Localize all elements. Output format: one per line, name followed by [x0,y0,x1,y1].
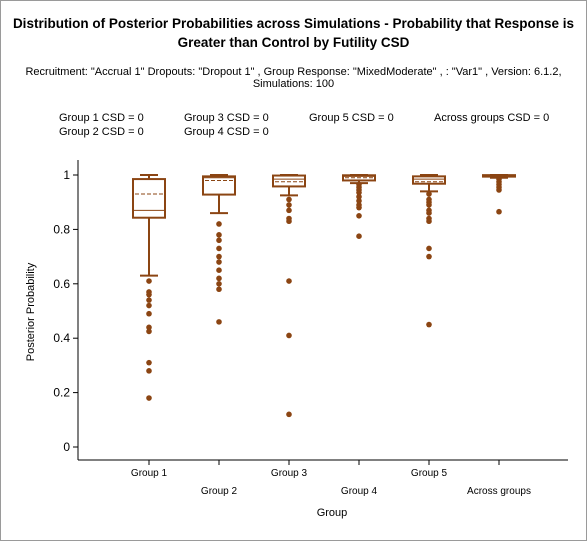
outlier-point [146,368,152,374]
outlier-point [286,278,292,284]
csd-label-group-1: Group 1 CSD = 0 [59,112,144,124]
outlier-point [286,202,292,208]
outlier-point [146,395,152,401]
outlier-point [216,253,222,260]
x-tick-label: Group 5 [411,468,448,479]
outlier-point [216,319,222,325]
outlier-point [426,245,432,252]
outlier-point [426,218,432,225]
chart-title: Distribution of Posterior Probabilities … [12,16,575,50]
box [272,174,306,188]
boxplot-3 [272,174,306,418]
csd-label-across-groups: Across groups CSD = 0 [434,112,550,124]
outlier-point [216,275,222,282]
outlier-point [146,310,152,317]
y-tick-label: 0.8 [53,222,70,236]
outlier-point [356,198,362,204]
outlier-point [426,202,432,208]
outlier-point [146,359,152,366]
outlier-point [146,278,152,284]
x-tick-label: Group 2 [201,486,238,497]
boxplot-1 [132,174,166,401]
outlier-point [216,245,222,252]
x-tick-label: Group 4 [341,486,378,497]
boxplot-4 [342,174,376,239]
x-tick-label: Across groups [467,486,531,497]
outlier-point [286,332,292,339]
outlier-point [146,291,152,298]
outlier-point [286,207,292,214]
outlier-point [496,208,502,215]
y-tick-label: 1 [63,168,70,182]
y-tick-label: 0.2 [53,386,70,400]
outlier-point [286,196,292,203]
boxplot-5 [412,174,446,328]
outlier-point [356,189,362,196]
box [132,178,166,219]
outlier-point [426,253,432,260]
csd-label-group-3: Group 3 CSD = 0 [184,112,269,124]
y-tick-label: 0.4 [53,331,70,345]
outlier-point [286,218,292,225]
outlier-point [216,259,222,265]
csd-label-group-4: Group 4 CSD = 0 [184,126,269,138]
boxplot-6 [482,174,516,215]
csd-label-group-5: Group 5 CSD = 0 [309,112,394,124]
outlier-point [146,328,152,335]
axes: 0 0.2 0.4 0.6 0.8 1 Group 1 Group 2 Group 3 Group… [25,160,568,519]
outlier-point [426,321,432,328]
box [202,175,236,196]
outlier-point [426,191,432,197]
outlier-point [286,411,292,418]
outlier-point [496,187,502,193]
y-tick-label: 0.6 [53,277,70,291]
x-axis-title: Group [317,507,348,519]
outlier-point [216,267,222,274]
outlier-point [146,302,152,309]
outlier-point [356,204,362,211]
outlier-point [146,297,152,303]
outlier-point [356,233,362,239]
outlier-point [426,210,432,216]
box [412,175,446,185]
boxplot-2 [202,174,236,325]
outlier-point [146,324,152,331]
csd-label-group-2: Group 2 CSD = 0 [59,126,144,138]
outlier-point [356,213,362,219]
y-axis-title: Posterior Probability [25,262,37,361]
chart-marks [132,174,516,418]
x-tick-label: Group 3 [271,468,308,479]
x-tick-label: Group 1 [131,468,168,479]
outlier-point [216,281,222,287]
outlier-point [216,237,222,244]
chart-subtitle: Recruitment: "Accrual 1" Dropouts: "Drop… [25,66,562,90]
outlier-point [216,232,222,238]
outlier-point [216,286,222,293]
y-tick-label: 0 [63,440,70,454]
outlier-point [356,193,362,200]
outlier-point [216,221,222,227]
